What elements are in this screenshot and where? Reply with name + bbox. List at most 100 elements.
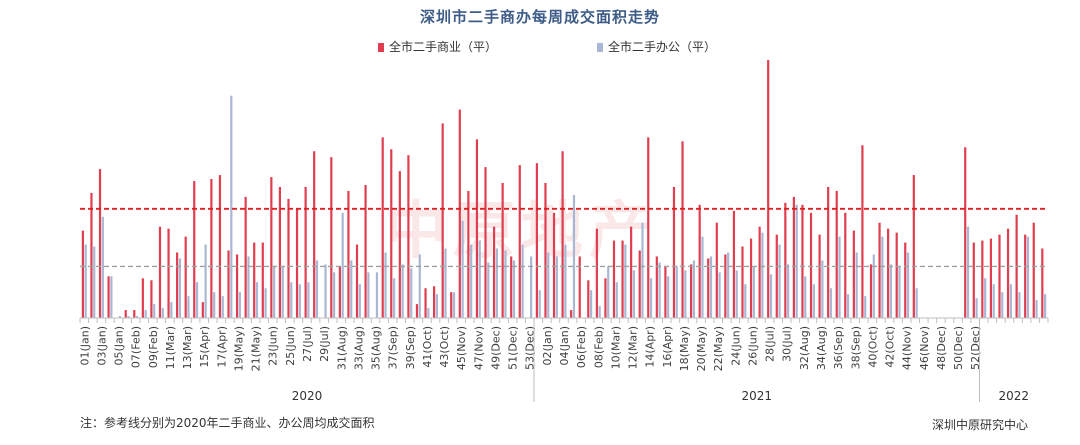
bar-office <box>778 244 781 318</box>
x-tick-label: 42(Oct) <box>884 326 897 368</box>
x-tick-label: 19(May) <box>232 326 245 371</box>
x-tick-label: 04(Jan) <box>558 326 571 366</box>
legend-swatch-office <box>597 43 603 52</box>
x-tick-label: 38(Sep) <box>849 326 862 369</box>
bar-commercial <box>587 280 590 318</box>
bar-commercial <box>1024 234 1027 318</box>
bar-office <box>101 216 104 318</box>
bar-office <box>461 220 464 318</box>
bar-commercial <box>270 177 273 318</box>
bar-office <box>478 240 481 318</box>
chart-title: 深圳市二手商办每周成交面积走势 <box>419 8 660 26</box>
bar-office <box>204 244 207 318</box>
x-tick-label: 50(Dec) <box>952 326 965 370</box>
x-tick-label: 36(Sep) <box>832 326 845 369</box>
bar-commercial <box>784 202 787 318</box>
bar-commercial <box>655 256 658 318</box>
bar-commercial <box>278 186 282 318</box>
bar-office <box>427 308 430 318</box>
bar-commercial <box>501 183 504 318</box>
bar-commercial <box>895 232 898 318</box>
bar-office <box>521 244 524 318</box>
x-tick-label: 31(Aug) <box>335 326 348 370</box>
bar-office <box>110 276 113 318</box>
x-tick-label: 21(May) <box>250 326 263 371</box>
bar-office <box>624 244 627 318</box>
bar-commercial <box>767 59 770 319</box>
x-tick-label: 25(Jun) <box>284 326 297 366</box>
bar-commercial <box>570 310 573 318</box>
bar-office <box>915 288 918 318</box>
bar-office <box>1001 292 1004 318</box>
bar-office <box>1035 300 1038 318</box>
bar-office <box>598 306 601 318</box>
bar-commercial <box>235 254 239 318</box>
x-tick-label: 13(Mar) <box>181 326 194 369</box>
bar-office <box>701 236 704 318</box>
x-tick-label: 52(Dec) <box>969 326 982 370</box>
bar-office <box>966 226 970 318</box>
bar-commercial <box>184 236 187 318</box>
bar-office <box>795 204 798 318</box>
watermark: 中原地产 <box>385 194 658 267</box>
bar-commercial <box>535 163 538 318</box>
bar-commercial <box>672 186 676 318</box>
bar-office <box>555 256 558 318</box>
bar-commercial <box>809 212 813 318</box>
bar-commercial <box>1041 248 1044 318</box>
x-tick-label: 20(May) <box>695 326 708 371</box>
x-tick-label: 47(Nov) <box>472 326 485 370</box>
bar-commercial <box>775 234 778 318</box>
bar-commercial <box>904 242 907 318</box>
bar-commercial <box>124 310 127 318</box>
x-tick-label: 17(Apr) <box>215 326 228 368</box>
bar-commercial <box>638 250 641 318</box>
bar-commercial <box>98 169 102 318</box>
bar-office <box>564 244 567 318</box>
bar-office <box>872 254 875 318</box>
x-tick-label: 03(Jan) <box>95 326 108 366</box>
bar-office <box>572 194 576 318</box>
bar-commercial <box>844 212 847 318</box>
bar-commercial <box>715 222 718 318</box>
bar-office <box>281 266 284 318</box>
bar-commercial <box>518 165 521 318</box>
x-tick-label: 01(Jan) <box>78 326 91 366</box>
bar-office <box>264 288 267 318</box>
bar-office <box>864 296 867 318</box>
x-tick-label: 02(Jan) <box>541 326 554 366</box>
x-tick-label: 22(May) <box>712 326 725 371</box>
bar-commercial <box>878 222 881 318</box>
bar-commercial <box>964 147 967 318</box>
bar-office <box>718 272 721 318</box>
bar-commercial <box>664 266 667 318</box>
legend-item-commercial: 全市二手商业（平） <box>378 38 497 55</box>
bar-commercial <box>552 212 556 318</box>
bar-office <box>410 268 413 318</box>
bar-office <box>315 260 319 318</box>
bar-office <box>435 294 438 318</box>
bar-office <box>881 236 884 318</box>
bar-office <box>255 282 259 318</box>
bar-office <box>838 236 841 318</box>
bar-office <box>367 272 370 318</box>
bar-office <box>452 292 456 318</box>
legend-item-office: 全市二手办公（平） <box>597 38 716 55</box>
bar-commercial <box>792 196 795 318</box>
bar-commercial <box>81 230 84 318</box>
bar-commercial <box>407 155 410 318</box>
bar-commercial <box>295 208 299 318</box>
bar-office <box>727 252 730 318</box>
bar-office <box>607 266 610 318</box>
bar-office <box>906 252 910 318</box>
x-tick-label: 45(Nov) <box>455 326 468 370</box>
bar-commercial <box>287 198 290 318</box>
bar-office <box>675 266 678 318</box>
bar-office <box>658 262 661 318</box>
bar-office <box>341 212 344 318</box>
bar-commercial <box>998 234 1001 318</box>
bar-office <box>84 244 87 318</box>
bar-office <box>392 278 396 318</box>
x-tick-label: 51(Dec) <box>507 326 520 370</box>
